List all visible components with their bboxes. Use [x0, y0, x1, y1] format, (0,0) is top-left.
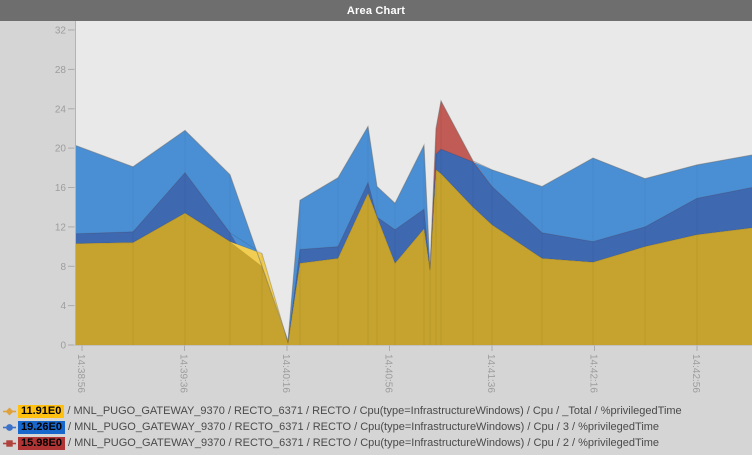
y-tick-label: 32 [55, 26, 67, 37]
y-tick-label: 20 [55, 144, 67, 155]
legend-row-total[interactable]: 11.91E0 / MNL_PUGO_GATEWAY_9370 / RECTO_… [3, 403, 752, 419]
legend-series-label: / MNL_PUGO_GATEWAY_9370 / RECTO_6371 / R… [67, 405, 682, 417]
overlap-top-edge [74, 148, 752, 344]
latest-value-badge: 15.98E0 [18, 436, 65, 450]
y-tick-label: 12 [55, 222, 67, 233]
x-tick-label: 14:40:56 [383, 354, 394, 393]
legend-series-label: / MNL_PUGO_GATEWAY_9370 / RECTO_6371 / R… [67, 421, 660, 433]
series-marker-icon [3, 421, 16, 434]
series-area-total-overlapped [75, 169, 752, 345]
chart-canvas: 0 4 8 12 16 20 24 28 32 14:38:56 14:39:36 14:40:16 1… [0, 21, 752, 400]
x-tick-label: 14:42:16 [588, 354, 599, 393]
circle-marker-icon [3, 423, 16, 431]
latest-value-badge: 19.26E0 [18, 420, 65, 434]
legend-series-label: / MNL_PUGO_GATEWAY_9370 / RECTO_6371 / R… [67, 437, 660, 449]
y-tick-label: 24 [55, 104, 67, 115]
y-tick-label: 16 [55, 183, 67, 194]
y-tick-label: 28 [55, 65, 67, 76]
x-tick-label: 14:42:56 [690, 354, 701, 393]
latest-value-badge: 11.91E0 [18, 404, 65, 418]
x-tick-label: 14:41:36 [485, 354, 496, 393]
x-tick-label: 14:40:16 [280, 354, 291, 393]
y-tick-label: 0 [60, 341, 66, 352]
window-titlebar: Area Chart [0, 0, 752, 21]
area-chart-svg: 0 4 8 12 16 20 24 28 32 14:38:56 14:39:36 14:40:16 1… [55, 21, 752, 393]
series-marker-icon [3, 405, 16, 418]
legend-row-cpu2[interactable]: 15.98E0 / MNL_PUGO_GATEWAY_9370 / RECTO_… [3, 435, 752, 451]
y-tick-label: 8 [60, 262, 66, 273]
square-marker-icon [3, 439, 16, 447]
series-marker-icon [3, 437, 16, 450]
x-tick-label: 14:38:56 [75, 354, 86, 393]
x-tick-label: 14:39:36 [178, 354, 189, 393]
diamond-marker-icon [3, 407, 16, 415]
total-top-edge [74, 168, 752, 344]
y-tick-label: 4 [60, 301, 66, 312]
legend: 11.91E0 / MNL_PUGO_GATEWAY_9370 / RECTO_… [3, 403, 752, 451]
window-title: Area Chart [346, 4, 406, 17]
outer-top-edge [74, 99, 752, 342]
legend-row-cpu3[interactable]: 19.26E0 / MNL_PUGO_GATEWAY_9370 / RECTO_… [3, 419, 752, 435]
